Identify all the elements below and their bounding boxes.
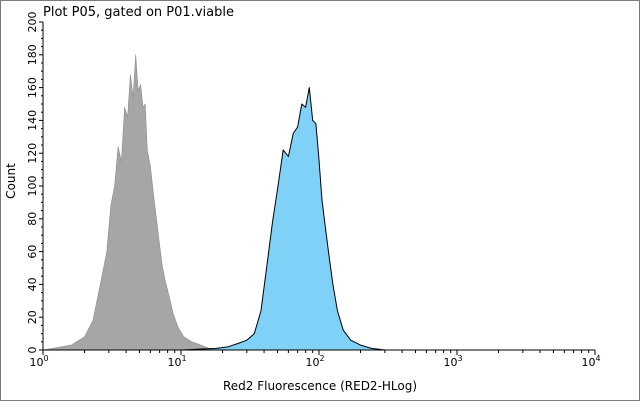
x-tick-label: 102 (305, 354, 324, 369)
histogram-series-1 (42, 54, 223, 351)
y-tick-label: 200 (26, 12, 39, 33)
y-tick-label: 40 (26, 277, 39, 291)
x-tick-label: 104 (581, 354, 600, 369)
y-tick-label: 20 (26, 310, 39, 324)
y-tick-label: 100 (26, 176, 39, 197)
chart-title: Plot P05, gated on P01.viable (43, 5, 234, 20)
y-tick-label: 180 (26, 44, 39, 65)
x-tick-label: 100 (29, 354, 48, 369)
y-tick-label: 80 (26, 212, 39, 226)
y-tick-label: 0 (26, 347, 39, 354)
y-axis-label: Count (4, 163, 18, 199)
y-tick-label: 140 (26, 110, 39, 131)
x-axis-label: Red2 Fluorescence (RED2-HLog) (223, 379, 417, 393)
y-tick-label: 60 (26, 245, 39, 259)
x-tick-label: 103 (443, 354, 462, 369)
y-tick-label: 120 (26, 143, 39, 164)
x-tick-label: 101 (167, 354, 186, 369)
y-tick-label: 160 (26, 77, 39, 98)
histogram-series-2 (180, 87, 403, 351)
